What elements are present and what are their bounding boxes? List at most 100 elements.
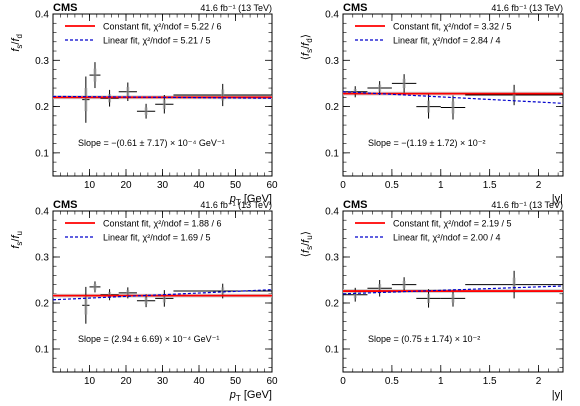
x-tick-label: 2: [536, 180, 542, 191]
data-point: [440, 95, 466, 120]
linear-fit-line: [342, 91, 564, 104]
legend-entry: Linear fit, χ²/ndof = 2.84 / 4: [355, 36, 501, 46]
experiment-label: CMS: [53, 2, 77, 14]
y-axis-label: ⟨fs/fu⟩: [300, 231, 314, 257]
luminosity-label: 41.6 fb⁻¹ (13 TeV): [200, 3, 272, 13]
data-point-syst: [451, 101, 455, 114]
data-point: [367, 280, 392, 297]
legend-entry: Linear fit, χ²/ndof = 5.21 / 5: [65, 36, 211, 46]
y-tick-label: 0.1: [325, 148, 339, 159]
y-tick-label: 0.1: [35, 148, 49, 159]
x-axis-label: |y|: [552, 193, 563, 205]
legend-entry: Constant fit, χ²/ndof = 5.22 / 6: [65, 22, 222, 32]
legend-entry: Linear fit, χ²/ndof = 1.69 / 5: [65, 233, 211, 243]
data-point-syst: [353, 88, 357, 95]
y-tick-label: 0.4: [325, 10, 339, 21]
slope-annotation: Slope = −(1.19 ± 1.72) × 10⁻²: [368, 138, 486, 148]
y-tick-label: 0.4: [35, 207, 49, 218]
legend-label: Linear fit, χ²/ndof = 5.21 / 5: [103, 36, 211, 46]
legend-entry: Linear fit, χ²/ndof = 2.00 / 4: [355, 233, 501, 243]
data-point-syst: [144, 297, 148, 304]
x-tick-label: 10: [84, 180, 96, 191]
x-tick-label: 2: [536, 376, 542, 387]
linear-fit-line: [342, 285, 564, 295]
x-axis-label: |y|: [552, 389, 563, 401]
data-point-syst: [84, 88, 88, 112]
x-tick-label: 40: [193, 180, 205, 191]
slope-annotation: Slope = (0.75 ± 1.74) × 10⁻²: [368, 334, 480, 344]
data-point: [465, 84, 563, 106]
data-point-syst: [126, 290, 130, 296]
y-tick-label: 0.1: [325, 345, 339, 356]
data-point-syst: [144, 107, 148, 115]
luminosity-label: 41.6 fb⁻¹ (13 TeV): [200, 200, 272, 210]
x-tick-label: 30: [157, 376, 169, 387]
data-point: [367, 81, 392, 95]
data-point: [416, 94, 441, 119]
data-point-syst: [84, 296, 88, 315]
data-point: [343, 287, 368, 302]
data-point: [391, 74, 417, 93]
experiment-label: CMS: [343, 2, 367, 14]
data-point-syst: [108, 291, 112, 298]
legend-label: Linear fit, χ²/ndof = 1.69 / 5: [103, 233, 211, 243]
legend-entry: Constant fit, χ²/ndof = 3.32 / 5: [355, 22, 512, 32]
legend-label: Constant fit, χ²/ndof = 5.22 / 6: [103, 22, 222, 32]
y-tick-label: 0.3: [35, 253, 49, 264]
data-point: [118, 287, 137, 299]
data-point-syst: [162, 99, 166, 109]
y-tick-label: 0.2: [35, 102, 49, 113]
y-tick-label: 0.2: [325, 102, 339, 113]
chart-panel-4: CMS 41.6 fb⁻¹ (13 TeV) 0.1 0.2 0.3 0.4 0 0.5 1 1.…: [300, 199, 564, 401]
data-point-syst: [221, 287, 225, 295]
chart-panel-1: CMS 41.6 fb⁻¹ (13 TeV) 0.1 0.2 0.3 0.4 10 20 30 4…: [10, 2, 278, 207]
data-point-syst: [93, 68, 97, 82]
x-tick-label: 1.5: [483, 180, 497, 191]
x-tick-label: 30: [157, 180, 169, 191]
x-tick-label: 10: [84, 376, 96, 387]
data-point-syst: [402, 280, 406, 289]
data-point-syst: [512, 89, 516, 101]
data-point: [82, 76, 90, 123]
data-point: [343, 86, 368, 98]
data-point-syst: [221, 89, 225, 101]
x-tick-label: 1: [438, 180, 444, 191]
data-point-syst: [378, 84, 382, 92]
data-point-syst: [108, 94, 112, 103]
legend-label: Constant fit, χ²/ndof = 1.88 / 6: [103, 219, 222, 229]
y-tick-label: 0.4: [325, 207, 339, 218]
x-axis-label: pT [GeV]: [229, 389, 272, 401]
slope-annotation: Slope = (2.94 ± 6.69) × 10⁻⁴ GeV⁻¹: [78, 334, 219, 344]
y-tick-label: 0.1: [35, 345, 49, 356]
data-point: [100, 289, 119, 301]
data-point: [89, 281, 101, 293]
y-tick-label: 0.3: [35, 56, 49, 67]
legend-entry: Constant fit, χ²/ndof = 2.19 / 5: [355, 219, 512, 229]
x-tick-label: 40: [193, 376, 205, 387]
legend-entry: Constant fit, χ²/ndof = 1.88 / 6: [65, 219, 222, 229]
x-tick-label: 20: [120, 376, 132, 387]
legend-label: Linear fit, χ²/ndof = 2.84 / 4: [393, 36, 501, 46]
slope-annotation: Slope = −(0.61 ± 7.17) × 10⁻⁴ GeV⁻¹: [78, 138, 225, 148]
data-point-syst: [162, 294, 166, 303]
data-point: [82, 286, 90, 324]
data-point: [440, 290, 466, 307]
luminosity-label: 41.6 fb⁻¹ (13 TeV): [491, 200, 563, 210]
data-point-syst: [402, 78, 406, 89]
x-tick-label: 0: [340, 180, 346, 191]
y-tick-label: 0.2: [35, 299, 49, 310]
x-tick-label: 50: [230, 376, 242, 387]
data-point-syst: [427, 293, 431, 303]
data-point: [89, 62, 101, 89]
data-point: [173, 83, 272, 107]
legend-label: Linear fit, χ²/ndof = 2.00 / 4: [393, 233, 501, 243]
data-point-syst: [427, 100, 431, 113]
x-tick-label: 1: [438, 376, 444, 387]
y-tick-label: 0.3: [325, 56, 339, 67]
chart-panel-3: CMS 41.6 fb⁻¹ (13 TeV) 0.1 0.2 0.3 0.4 10 20 30 4…: [10, 199, 278, 403]
data-point-syst: [93, 284, 97, 290]
data-point-syst: [378, 284, 382, 293]
x-tick-label: 1.5: [483, 376, 497, 387]
